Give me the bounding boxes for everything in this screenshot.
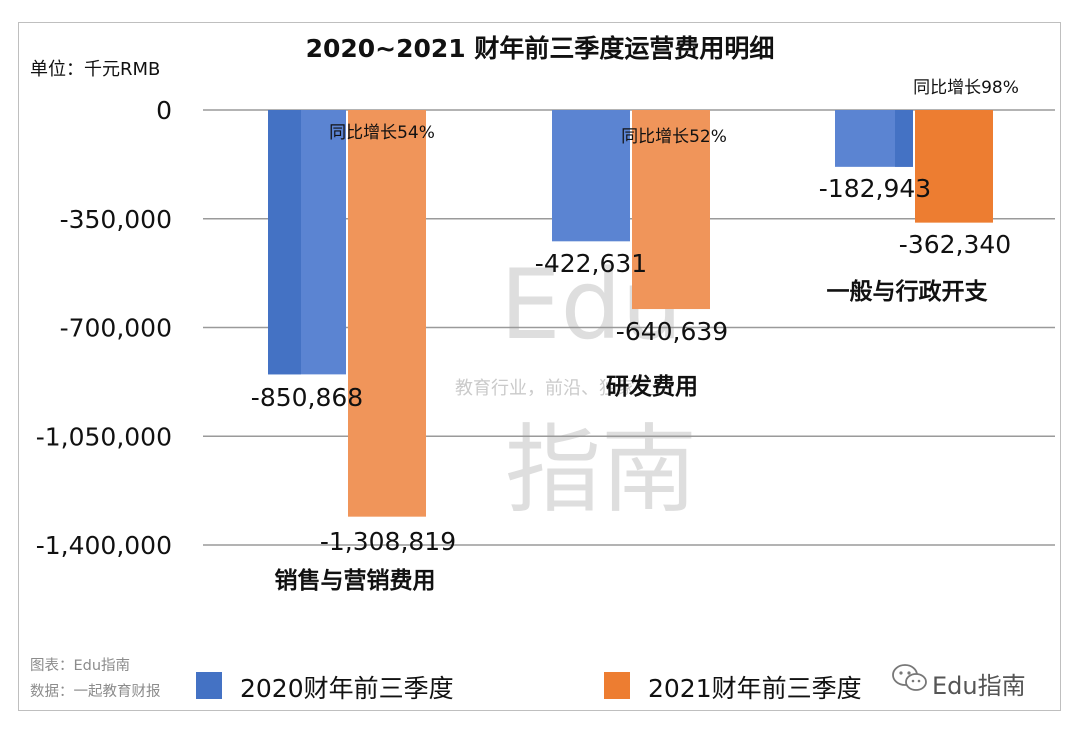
labels: -850,868 -422,631 -182,943 -1,308,819 -640,6… [251,78,1019,594]
bar-shade [268,110,301,375]
data-label: -422,631 [535,249,647,278]
category-label: 销售与营销费用 [275,567,436,594]
category-label: 研发费用 [606,373,698,400]
data-label: -1,308,819 [320,527,456,556]
legend: 2020财年前三季度 2021财年前三季度 [196,672,862,703]
data-source-note: 数据：一起教育财报 [30,683,161,700]
brand-text: Edu指南 [932,672,1026,700]
growth-label: 同比增长54% [329,123,435,143]
legend-label: 2021财年前三季度 [648,674,862,703]
data-label: -850,868 [251,383,363,412]
category-label: 一般与行政开支 [827,278,989,305]
wechat-icon [892,664,927,691]
bars [268,110,993,517]
y-tick-label: -700,000 [60,314,172,343]
data-label: -362,340 [899,230,1011,259]
bar-2021-0 [348,110,426,517]
data-label: -640,639 [616,317,728,346]
growth-label: 同比增长52% [621,127,727,147]
brand-logo: Edu指南 [892,664,1026,700]
watermark-zhinan: 指南 [505,414,697,526]
chart-source-note: 图表：Edu指南 [30,657,130,674]
unit-label: 单位：千元RMB [30,59,160,80]
legend-swatch [196,672,222,699]
bar-2021-1 [632,110,710,310]
growth-label: 同比增长98% [913,78,1019,98]
bar-2020-1 [552,110,630,242]
data-label: -182,943 [819,174,931,203]
chart-title: 2020~2021 财年前三季度运营费用明细 [306,34,775,63]
bar-shade [895,110,913,167]
y-tick-label: 0 [156,96,172,125]
legend-swatch [604,672,630,699]
watermark-slogan: 教育行业，前沿、独家 [455,378,635,399]
legend-label: 2020财年前三季度 [240,674,454,703]
bar-shade [915,110,993,223]
y-tick-label: -350,000 [60,205,172,234]
y-tick-label: -1,050,000 [36,422,172,451]
y-tick-label: -1,400,000 [36,531,172,560]
